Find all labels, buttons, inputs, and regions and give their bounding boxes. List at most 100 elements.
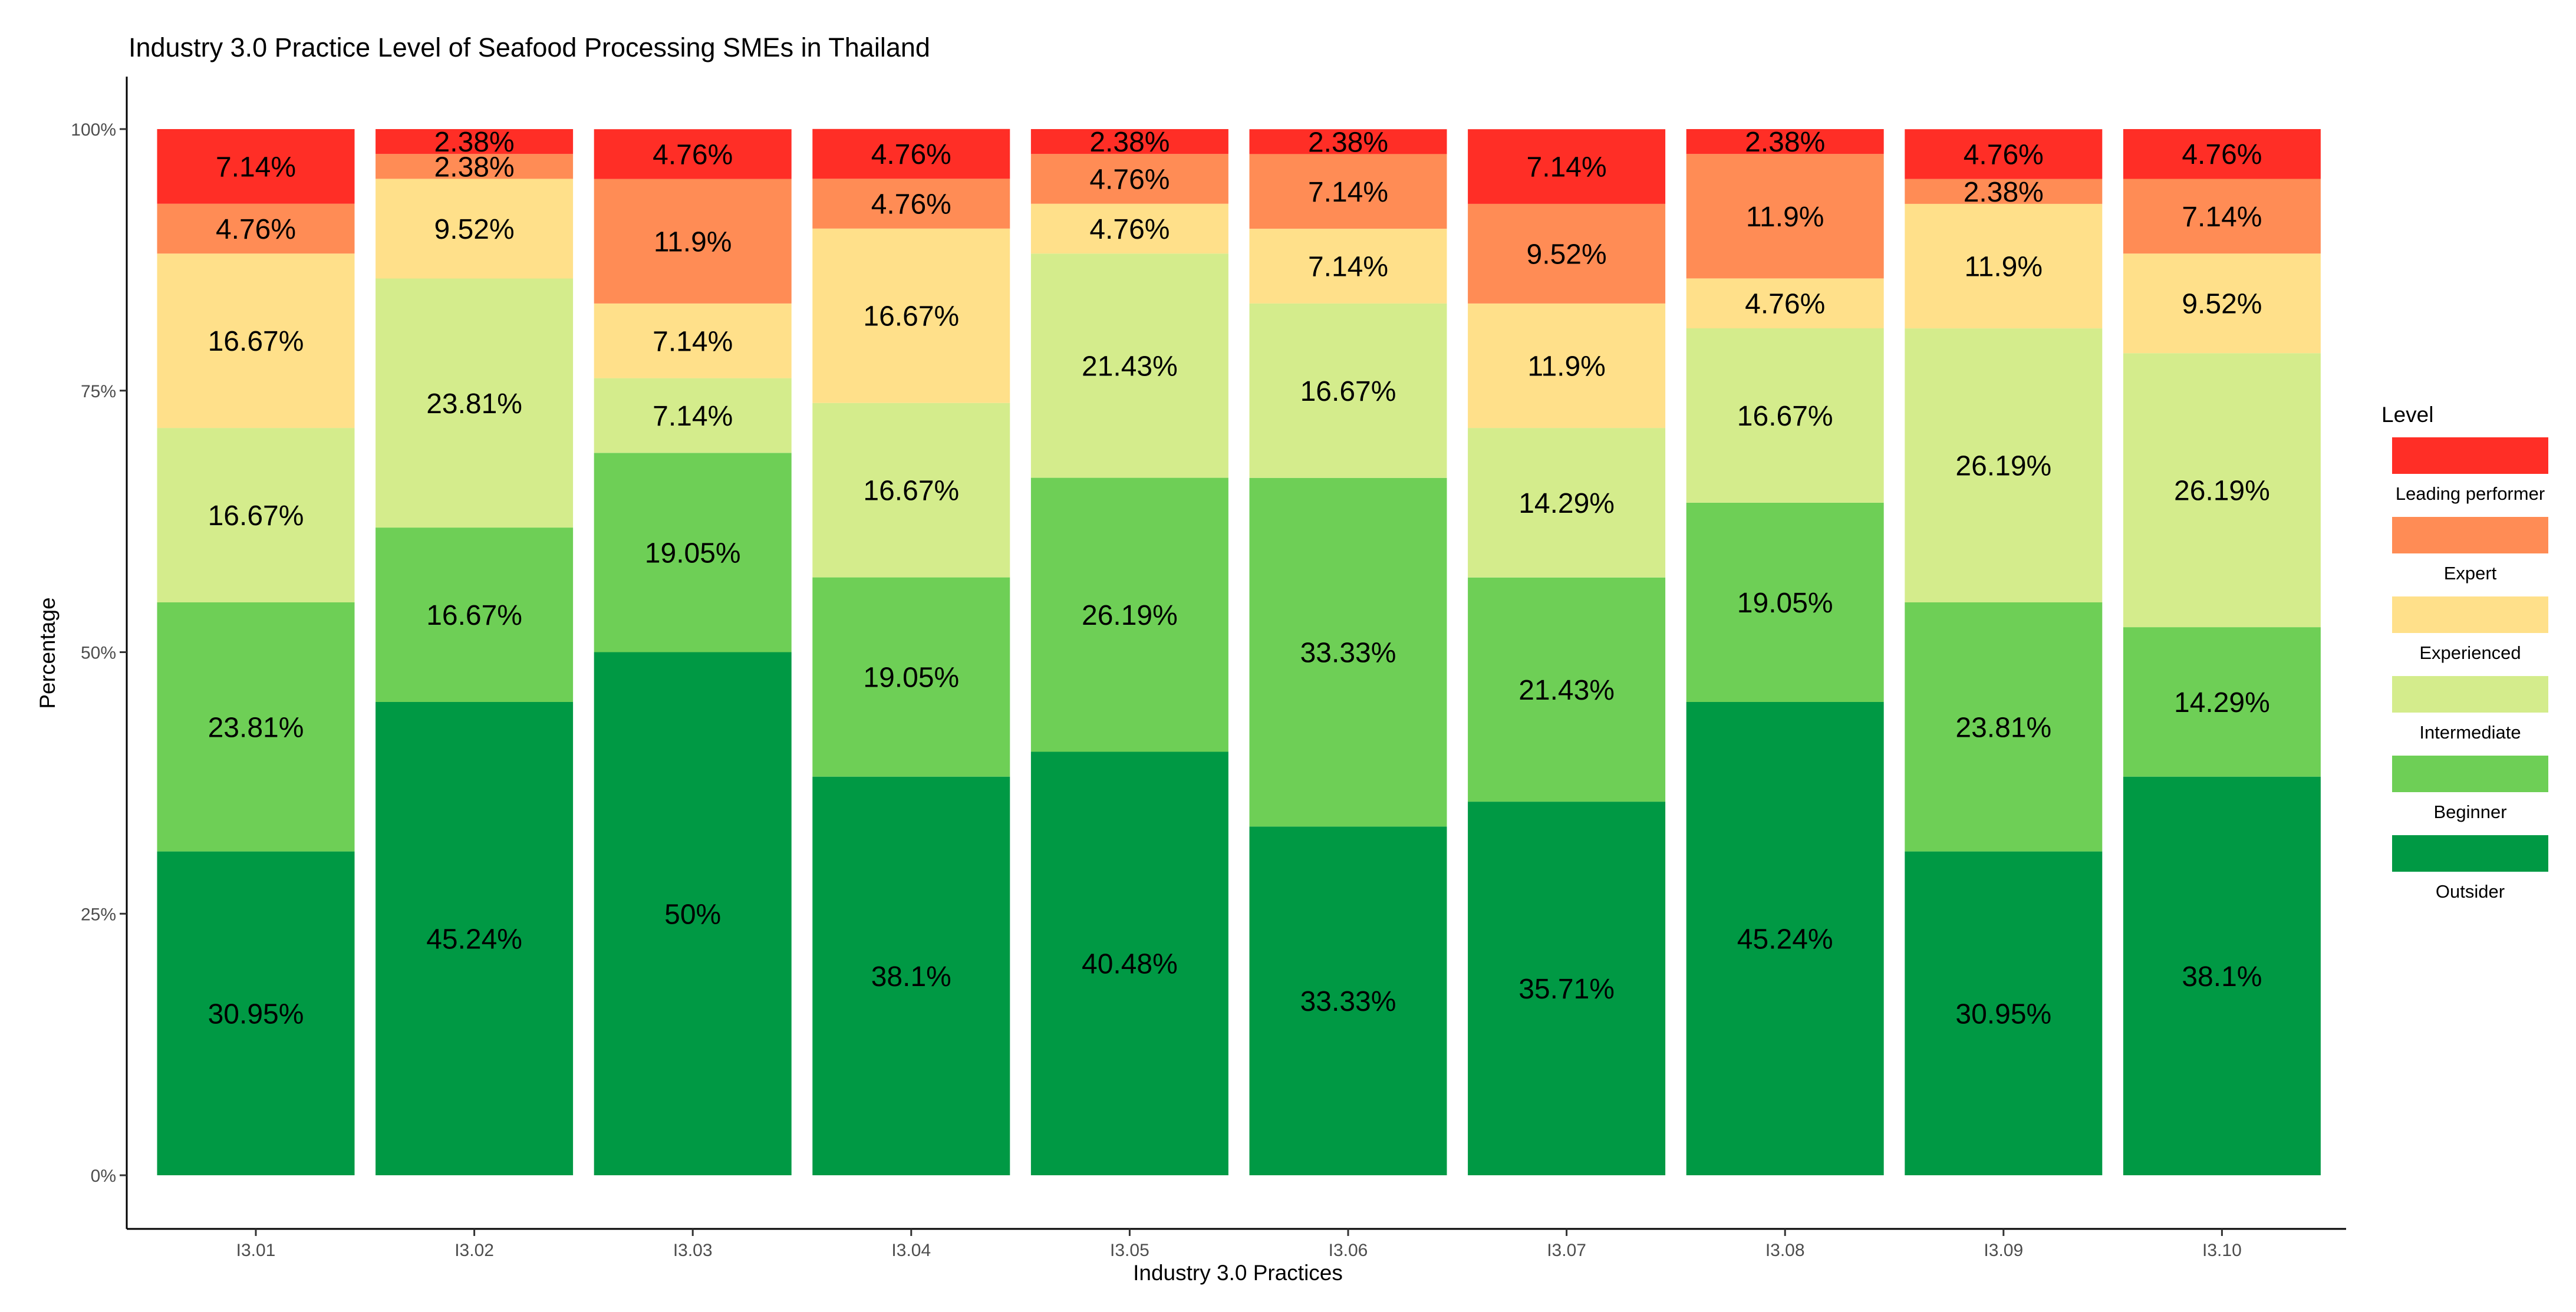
bar-segment [2123,253,2321,354]
bar-segment [1686,129,1884,154]
legend-label: Intermediate [2419,722,2521,743]
data-label: 2.38% [434,127,515,158]
data-label: 7.14% [653,326,733,357]
data-label: 2.38% [1089,127,1170,158]
bar-segment [1030,203,1228,254]
bar-segment [1686,702,1884,1175]
data-label: 26.19% [1955,451,2051,482]
data-label: 4.76% [1089,214,1170,245]
data-label: 7.14% [1527,152,1607,183]
bar-segment [157,602,355,852]
data-label: 4.76% [1964,139,2044,170]
legend: Leading performer Expert Experienced Interm… [2392,437,2548,902]
data-label: 4.76% [1745,289,1825,320]
data-label: 19.05% [1737,588,1833,619]
bar-segment [812,179,1010,229]
data-label: 11.9% [1746,202,1824,233]
data-label: 16.67% [863,301,959,332]
legend-swatch [2392,835,2548,872]
bar-segment [1249,154,1447,229]
bar-segment [594,378,792,453]
bar-segment [812,128,1010,179]
bar-segment [1030,129,1228,154]
bar-segment [1686,502,1884,702]
data-label: 14.29% [2174,687,2270,718]
data-label: 16.67% [208,326,304,357]
bar-segment [1468,802,1666,1175]
bar-segment [157,129,355,204]
x-tick-label: I3.10 [2202,1241,2242,1260]
bar-segment [1249,826,1447,1175]
bar-segment [1905,179,2103,204]
data-label: 33.33% [1300,638,1396,669]
data-label: 4.76% [1089,164,1170,196]
bar-segment [812,403,1010,578]
legend-label: Leading performer [2396,483,2545,504]
legend-swatch [2392,676,2548,713]
data-label: 9.52% [434,214,515,245]
x-tick-label: I3.02 [454,1241,494,1260]
bar-segment [157,428,355,602]
data-label: 26.19% [1082,600,1178,631]
data-label: 7.14% [653,401,733,432]
x-tick-label: I3.05 [1110,1241,1149,1260]
bar-segment [1249,303,1447,478]
bar-segment [1905,328,2103,602]
legend-label: Experienced [2419,642,2521,663]
data-label: 45.24% [426,924,522,955]
bar-segment [1686,278,1884,328]
data-label: 4.76% [2182,139,2262,170]
data-label: 11.9% [654,226,732,258]
bar-segment [2123,129,2321,179]
bar-segment [157,851,355,1175]
y-tick-label: 50% [81,644,116,663]
bar-segment [2123,179,2321,254]
y-tick-label: 75% [81,382,116,401]
data-label: 23.81% [208,712,304,743]
data-label: 4.76% [871,189,951,220]
data-label: 38.1% [2182,961,2262,993]
data-label: 30.95% [208,998,304,1030]
legend-label: Expert [2444,563,2497,584]
data-label: 19.05% [645,538,741,569]
bar-segment [1468,303,1666,428]
bar-segment [1249,229,1447,304]
bar-segment [594,129,792,179]
x-tick-label: I3.09 [1984,1241,2023,1260]
data-label: 2.38% [1964,177,2044,208]
y-axis-title: Percentage [35,597,60,708]
bar-segment [2123,627,2321,777]
bar-segment [375,129,574,154]
data-label: 21.43% [1518,675,1615,706]
bar-segment [375,702,574,1175]
x-tick-label: I3.08 [1765,1241,1805,1260]
bar-segment [594,179,792,304]
data-label: 16.67% [1300,376,1396,407]
legend-label: Outsider [2436,881,2505,902]
bar-segment [812,776,1010,1175]
bar-segment [1686,328,1884,503]
bar-segment [1905,602,2103,852]
data-label: 2.38% [1308,127,1388,158]
y-tick-label: 100% [71,120,116,140]
data-label: 4.76% [216,214,296,245]
legend-swatch [2392,437,2548,474]
data-label: 7.14% [1308,252,1388,283]
bar-segment [375,528,574,702]
bar-segment [594,303,792,378]
legend-title: Level [2381,403,2433,427]
bar-segment [157,203,355,254]
bar-segment [375,154,574,179]
legend-swatch [2392,517,2548,553]
bar-segment [2123,353,2321,628]
data-label: 14.29% [1518,488,1615,519]
bar-segment [1905,851,2103,1175]
legend-swatch [2392,596,2548,633]
bar-segment [594,652,792,1175]
bar-segment [1468,577,1666,802]
data-label: 33.33% [1300,986,1396,1017]
data-label: 4.76% [653,139,733,170]
data-label: 38.1% [871,961,951,993]
data-label: 45.24% [1737,924,1833,955]
